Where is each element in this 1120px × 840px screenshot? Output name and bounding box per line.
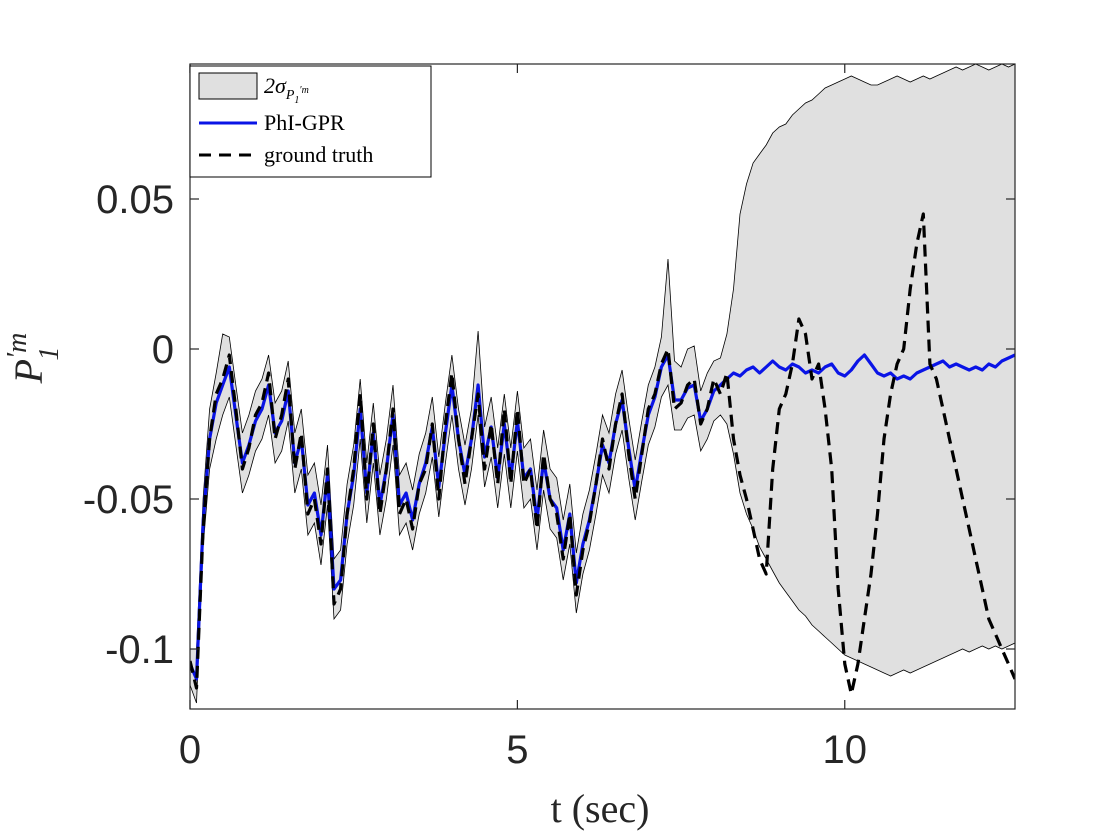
y-tick-label: 0 (152, 328, 174, 372)
x-tick-label: 10 (823, 728, 868, 772)
axis-ticks: 0 5 10 -0.1 -0.05 0 0.05 (83, 64, 1015, 772)
y-label-base: P (6, 359, 51, 384)
svg-text:P′m1: P′m1 (2, 333, 65, 385)
confidence-band (190, 64, 1015, 704)
y-label-sub: 1 (34, 347, 65, 361)
y-axis-label: P′m1 (2, 333, 65, 385)
series-layer (190, 212, 1015, 696)
plot-frame (189, 63, 1016, 710)
y-label-sup: ′m (2, 333, 33, 359)
x-axis-label: t (sec) (551, 786, 650, 831)
confidence-band-layer (190, 64, 1015, 704)
series-ground-truth-line (190, 212, 1015, 696)
legend-band-label: 2σP1′m (264, 73, 309, 106)
x-tick-label: 0 (179, 728, 201, 772)
legend-prediction-label: PhI-GPR (264, 110, 345, 135)
y-tick-label: 0.05 (96, 178, 174, 222)
legend-truth-label: ground truth (264, 142, 373, 167)
legend-band-swatch (198, 72, 258, 100)
y-tick-label: -0.1 (105, 628, 174, 672)
legend: 2σP1′m PhI-GPR ground truth (189, 65, 432, 178)
x-tick-label: 5 (506, 728, 528, 772)
y-tick-label: -0.05 (83, 478, 174, 522)
